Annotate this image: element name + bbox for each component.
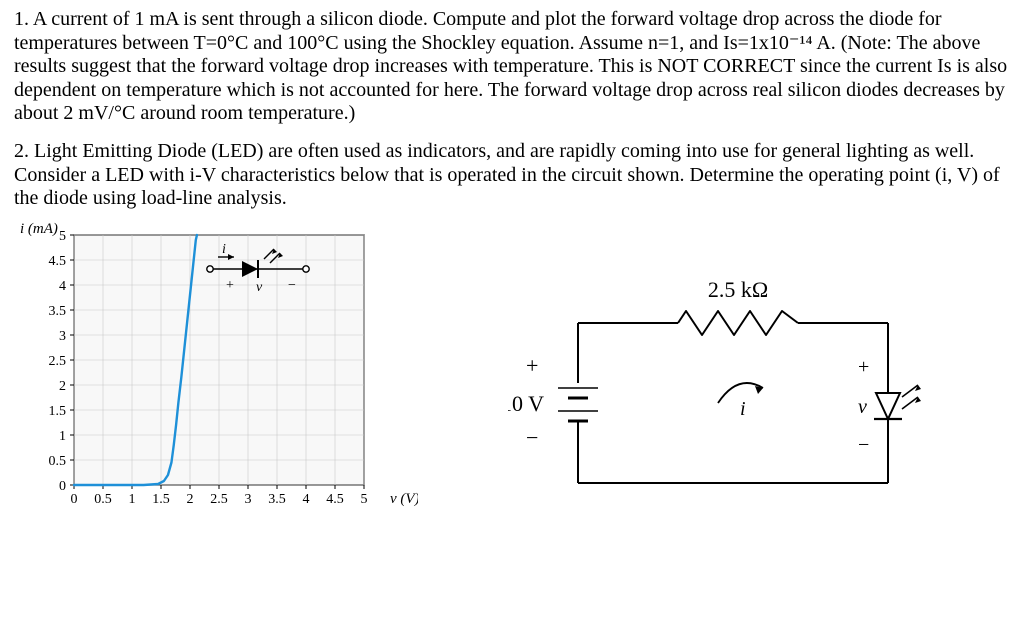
- svg-text:+: +: [858, 356, 869, 378]
- svg-text:5: 5: [361, 492, 368, 507]
- svg-text:0.5: 0.5: [94, 492, 112, 507]
- circuit-svg: 2.5 kΩ 10 V i + − + v −: [508, 253, 938, 513]
- svg-text:2.5: 2.5: [210, 492, 228, 507]
- svg-text:3: 3: [59, 329, 66, 344]
- svg-text:−: −: [858, 434, 869, 456]
- svg-text:10 V: 10 V: [508, 391, 544, 416]
- svg-text:1: 1: [59, 429, 66, 444]
- svg-text:0.5: 0.5: [49, 454, 67, 469]
- svg-text:i: i: [740, 398, 746, 420]
- svg-text:−: −: [288, 278, 296, 293]
- svg-text:i: i: [222, 242, 226, 257]
- svg-text:5: 5: [59, 229, 66, 244]
- iv-chart: i (mA) 00.511.522.533.544.5500.511.522.5…: [18, 225, 418, 532]
- svg-text:v (V): v (V): [390, 491, 418, 507]
- chart-y-label: i (mA): [20, 221, 58, 239]
- svg-text:2.5: 2.5: [49, 354, 67, 369]
- svg-text:2: 2: [187, 492, 194, 507]
- svg-text:+: +: [526, 353, 538, 378]
- svg-text:2: 2: [59, 379, 66, 394]
- svg-text:0: 0: [59, 479, 66, 494]
- svg-text:4.5: 4.5: [49, 254, 67, 269]
- svg-text:1.5: 1.5: [152, 492, 170, 507]
- problem-1-text: 1. A current of 1 mA is sent through a s…: [14, 8, 1010, 126]
- iv-chart-svg: 0 0.5 1 1.5 2 2.5 3 3.5 4 4.5 5 0 0.5 1 1.5 2 2.5 3 3.5 4 4.…: [18, 225, 418, 525]
- svg-text:4: 4: [59, 279, 66, 294]
- svg-text:1.5: 1.5: [49, 404, 67, 419]
- svg-text:2.5 kΩ: 2.5 kΩ: [708, 277, 768, 302]
- svg-text:0: 0: [71, 492, 78, 507]
- problem-2-text: 2. Light Emitting Diode (LED) are often …: [14, 140, 1010, 211]
- circuit-schematic: 2.5 kΩ 10 V i + − + v −: [508, 253, 938, 520]
- svg-text:3: 3: [245, 492, 252, 507]
- svg-text:4: 4: [303, 492, 310, 507]
- svg-text:4.5: 4.5: [326, 492, 344, 507]
- svg-text:v: v: [858, 396, 867, 418]
- svg-text:1: 1: [129, 492, 136, 507]
- svg-text:+: +: [226, 278, 234, 293]
- svg-text:−: −: [526, 425, 538, 450]
- svg-text:3.5: 3.5: [49, 304, 67, 319]
- svg-text:3.5: 3.5: [268, 492, 286, 507]
- svg-text:v: v: [256, 280, 263, 295]
